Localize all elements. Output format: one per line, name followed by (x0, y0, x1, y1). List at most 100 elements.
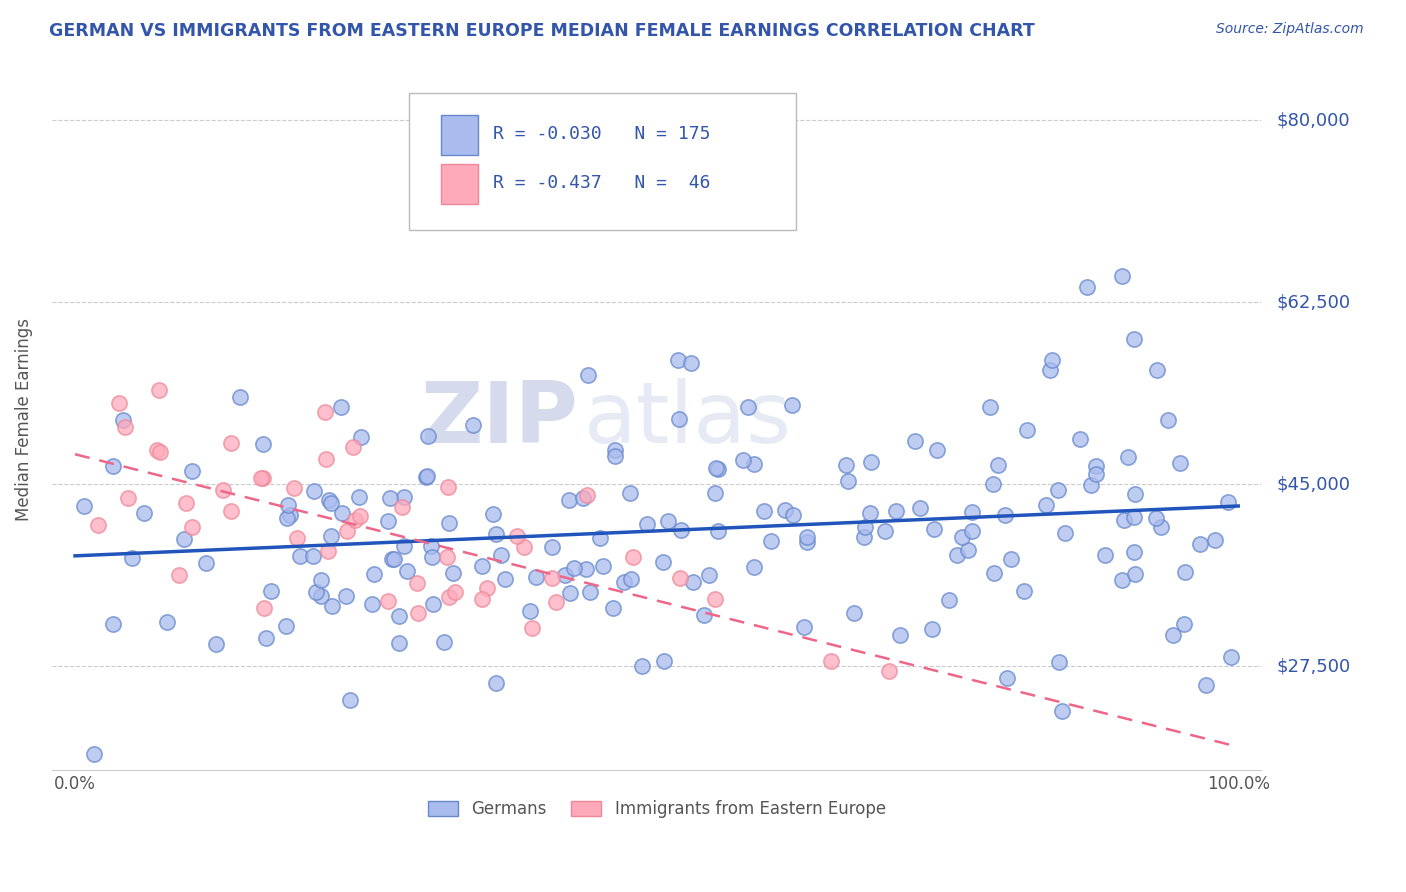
Y-axis label: Median Female Earnings: Median Female Earnings (15, 318, 32, 521)
Text: GERMAN VS IMMIGRANTS FROM EASTERN EUROPE MEDIAN FEMALE EARNINGS CORRELATION CHAR: GERMAN VS IMMIGRANTS FROM EASTERN EUROPE… (49, 22, 1035, 40)
Point (219, 503, 242, 517)
Point (1039, 363, 1062, 377)
Point (73, 499, 96, 513)
Point (335, 589, 357, 603)
Point (589, 531, 612, 545)
Point (1047, 655, 1070, 669)
Text: $27,500: $27,500 (1277, 657, 1350, 675)
Point (512, 541, 534, 555)
Point (820, 654, 842, 668)
Point (1114, 513, 1136, 527)
Point (541, 571, 564, 585)
Point (336, 524, 359, 538)
Point (444, 585, 467, 599)
Point (603, 442, 626, 457)
Point (439, 516, 461, 530)
Point (174, 496, 197, 510)
Point (987, 458, 1010, 473)
Point (562, 560, 585, 574)
Point (416, 429, 439, 443)
Point (884, 504, 907, 518)
Point (1123, 566, 1146, 581)
Text: R = -0.437   N =  46: R = -0.437 N = 46 (494, 174, 711, 192)
Point (1189, 537, 1212, 551)
Point (229, 391, 252, 405)
Point (699, 568, 721, 582)
Point (793, 620, 815, 634)
Point (134, 506, 156, 520)
Point (759, 534, 782, 549)
Point (1000, 551, 1022, 566)
Point (471, 558, 494, 573)
Point (392, 539, 415, 553)
FancyBboxPatch shape (441, 115, 478, 155)
Point (572, 491, 595, 505)
Text: atlas: atlas (583, 377, 792, 461)
Point (1220, 650, 1243, 665)
Point (962, 505, 984, 519)
Point (602, 601, 624, 615)
Point (1111, 574, 1133, 588)
Text: Source: ZipAtlas.com: Source: ZipAtlas.com (1216, 22, 1364, 37)
Point (148, 384, 170, 398)
Point (1168, 457, 1191, 471)
Point (342, 440, 364, 454)
Point (108, 396, 131, 410)
Point (180, 464, 202, 478)
Point (1053, 526, 1076, 541)
Point (950, 529, 973, 543)
Point (377, 594, 399, 608)
Point (956, 543, 979, 558)
Point (519, 603, 541, 617)
Point (277, 499, 299, 513)
Point (1035, 498, 1057, 512)
Point (613, 574, 636, 589)
Point (1216, 495, 1239, 509)
Point (1094, 549, 1116, 563)
Point (908, 501, 931, 516)
Point (1122, 332, 1144, 346)
Point (408, 607, 430, 621)
Point (541, 541, 564, 555)
Point (111, 412, 134, 426)
Point (1080, 478, 1102, 492)
Point (276, 619, 298, 633)
Point (250, 470, 273, 484)
Point (1122, 545, 1144, 559)
Point (922, 522, 945, 536)
Point (314, 405, 336, 419)
Point (205, 637, 228, 651)
Point (1047, 483, 1070, 498)
Point (558, 586, 581, 600)
Point (733, 452, 755, 467)
Point (703, 591, 725, 606)
Point (752, 504, 775, 518)
Point (316, 544, 339, 558)
Point (1195, 678, 1218, 692)
Point (416, 469, 439, 483)
Point (859, 506, 882, 520)
Point (981, 477, 1004, 491)
Point (1084, 467, 1107, 481)
Point (276, 510, 298, 524)
Point (388, 636, 411, 650)
Point (946, 549, 969, 563)
Point (877, 665, 900, 679)
Point (302, 549, 325, 563)
Point (101, 458, 124, 473)
Point (489, 549, 512, 563)
Text: $45,000: $45,000 (1277, 475, 1350, 493)
Point (252, 437, 274, 451)
Point (396, 564, 419, 578)
Point (350, 430, 373, 444)
Point (704, 486, 727, 500)
Point (181, 520, 204, 534)
Point (1076, 279, 1098, 293)
Point (212, 483, 235, 497)
Point (1144, 511, 1167, 525)
Point (960, 524, 983, 538)
Point (330, 401, 353, 415)
Point (1173, 616, 1195, 631)
Point (1204, 533, 1226, 547)
Point (360, 597, 382, 611)
